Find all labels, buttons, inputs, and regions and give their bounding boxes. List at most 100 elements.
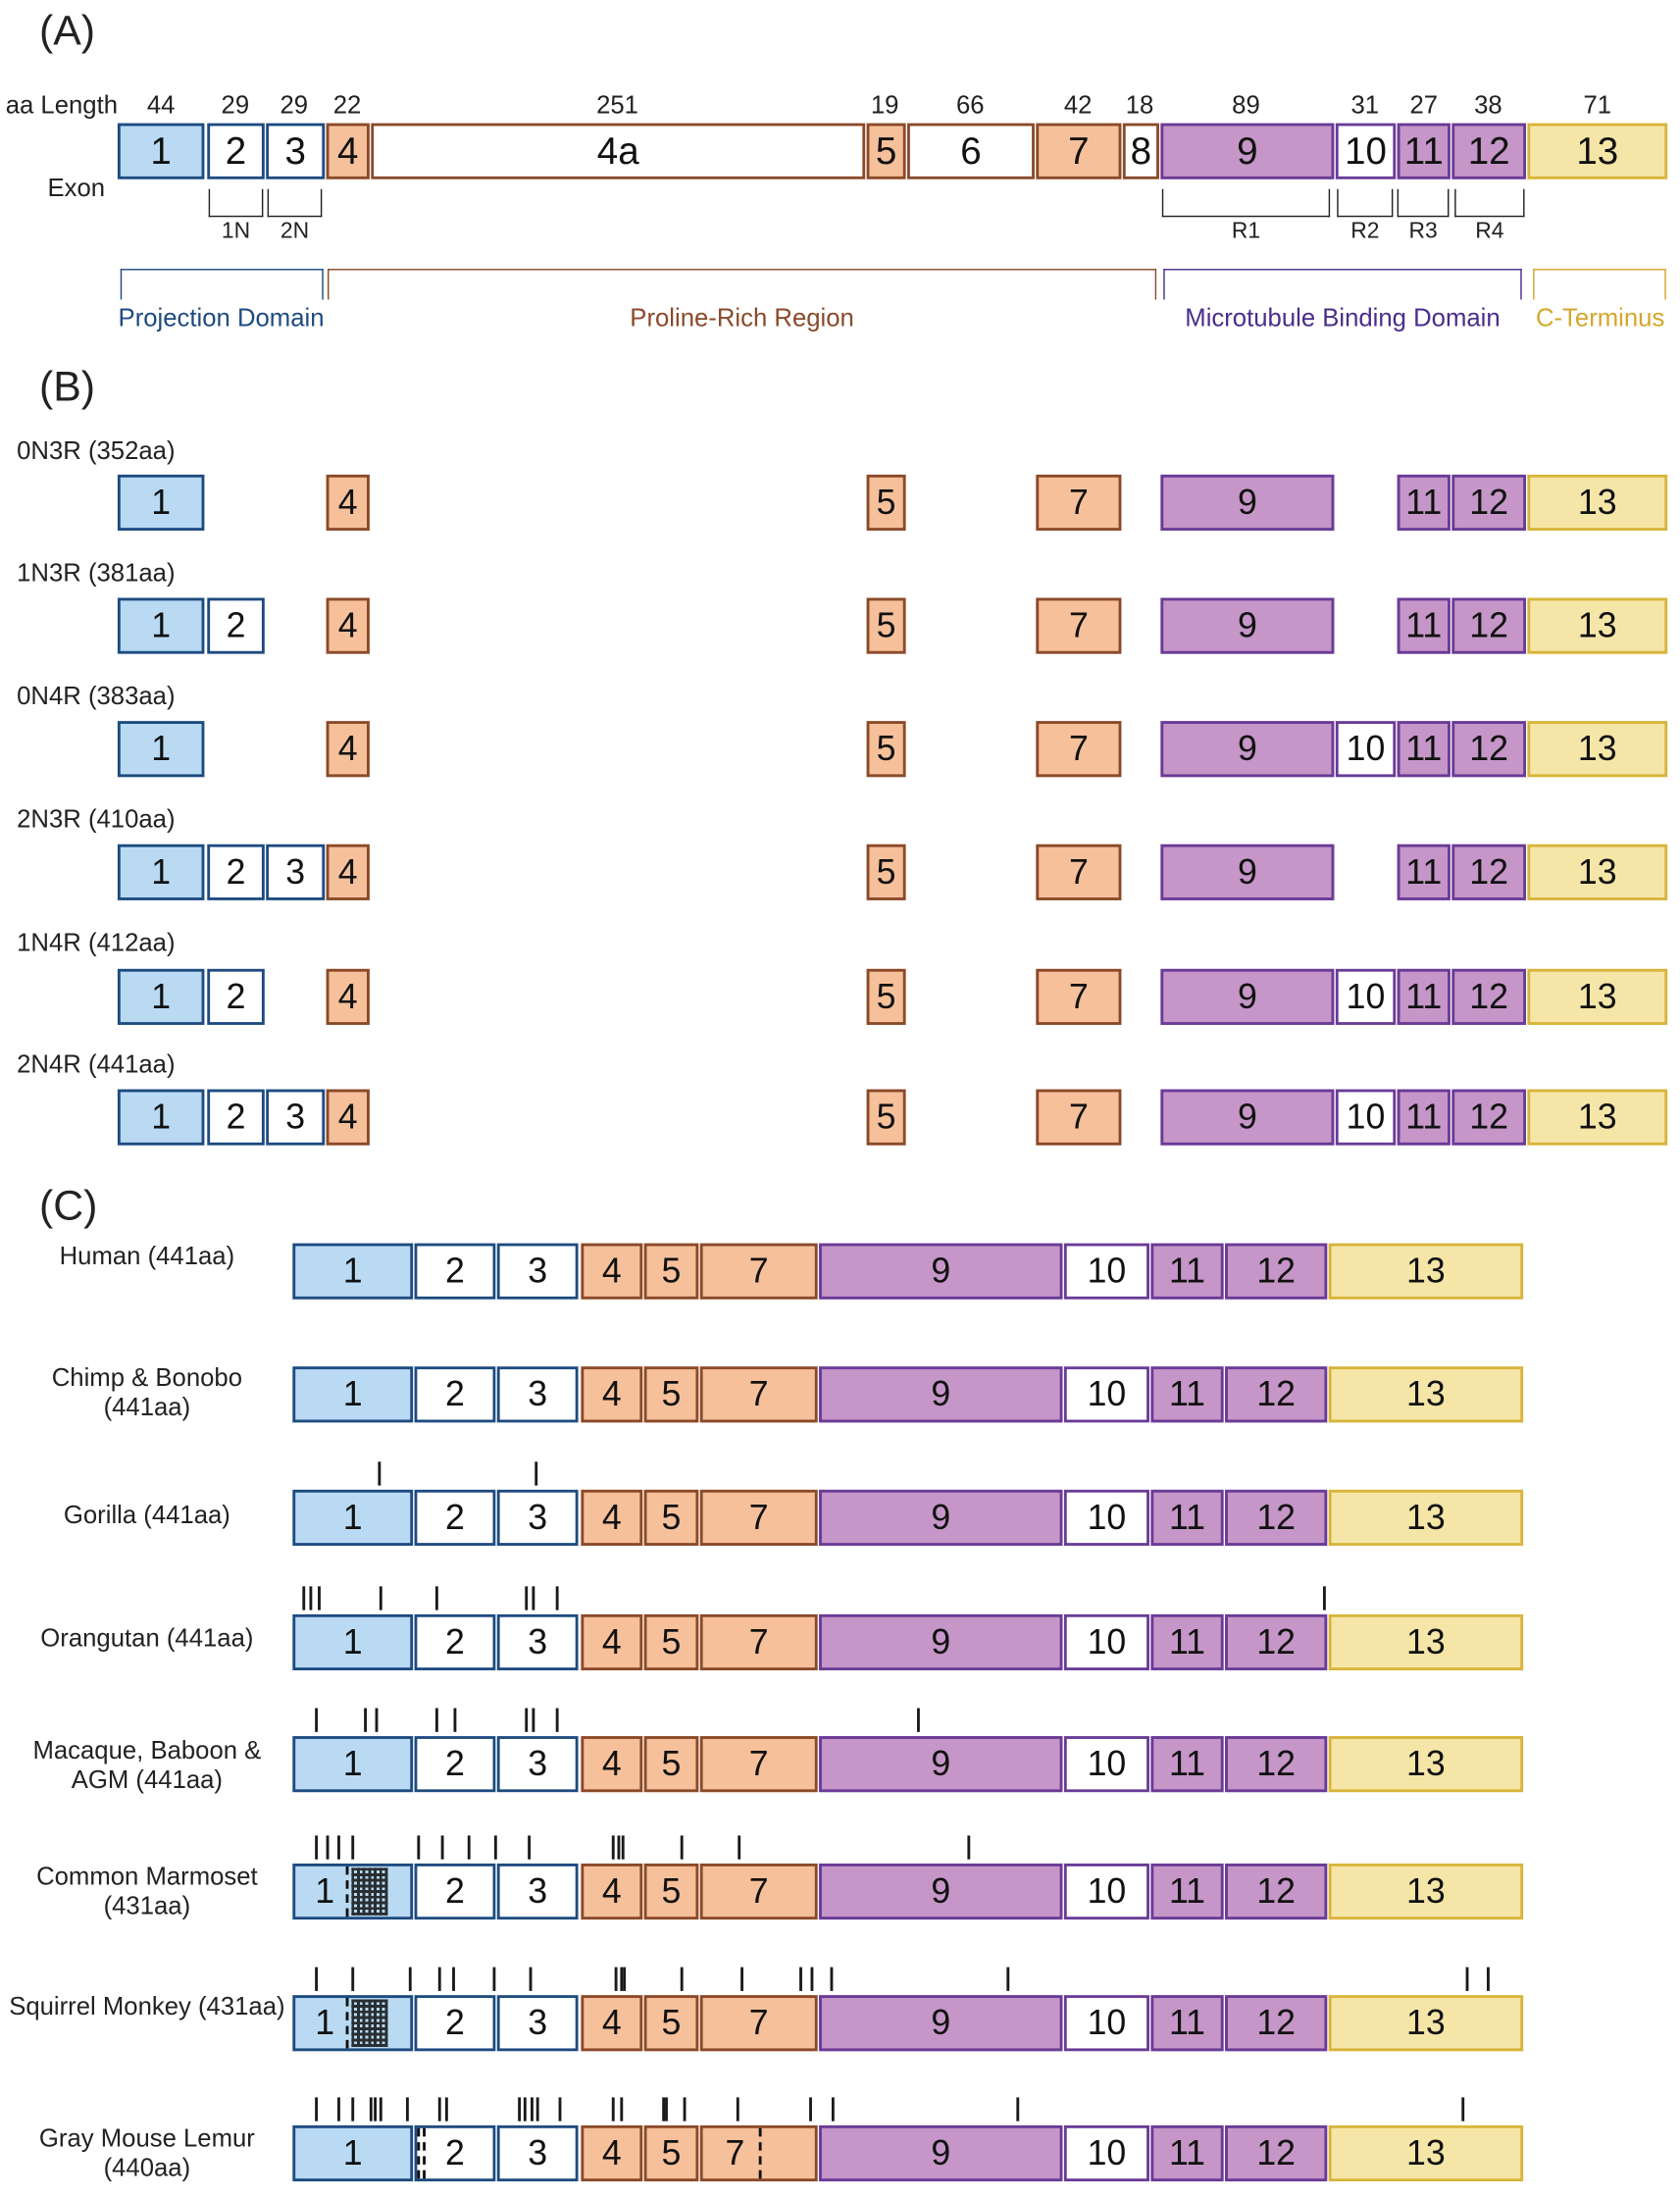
species-exon-12: 12 (1225, 1243, 1328, 1300)
species-exon-12: 12 (1225, 1613, 1328, 1671)
species-exon-12: 12 (1225, 1489, 1328, 1546)
species-exon-3: 3 (496, 1489, 579, 1546)
species-exon-3: 3 (496, 1864, 579, 1920)
isoform-exon-13: 13 (1527, 597, 1668, 654)
isoform-exon-5: 5 (866, 843, 906, 900)
aa-length-exon-9: 89 (1232, 90, 1260, 120)
species-exon-5: 5 (643, 1864, 699, 1920)
exon-9: 9 (1160, 123, 1335, 179)
isoform-exon-12: 12 (1451, 968, 1526, 1025)
species-exon-13: 13 (1328, 1613, 1524, 1671)
species-exon-5: 5 (643, 2124, 699, 2182)
species-exon-2: 2 (414, 1243, 496, 1300)
isoform-exon-13: 13 (1527, 721, 1668, 778)
exon-4a: 4a (371, 123, 866, 179)
species-exon-11: 11 (1150, 1736, 1224, 1793)
aa-length-exon-8: 18 (1125, 90, 1154, 120)
substitution-mark (309, 1586, 313, 1610)
isoform-exon-11: 11 (1397, 597, 1451, 654)
substitution-mark (558, 2097, 562, 2121)
isoform-exon-9: 9 (1160, 1089, 1335, 1146)
isoform-exon-9: 9 (1160, 968, 1335, 1025)
bracket-1n-label: 1N (221, 220, 251, 244)
species-label: Human (441aa) (59, 1242, 235, 1270)
substitution-mark (736, 2097, 739, 2121)
substitution-mark (434, 1586, 438, 1610)
isoform-exon-2: 2 (207, 843, 265, 900)
substitution-mark (1016, 2097, 1020, 2121)
substitution-mark (1322, 1586, 1326, 1610)
substitution-mark (444, 2097, 448, 2121)
isoform-exon-4: 4 (326, 968, 370, 1025)
species-exon-10: 10 (1063, 1366, 1149, 1423)
isoform-exon-11: 11 (1397, 1089, 1451, 1146)
species-exon-10: 10 (1063, 1613, 1149, 1671)
species-exon-10: 10 (1063, 1864, 1149, 1920)
substitution-mark (375, 1708, 379, 1732)
deletion-boundary (423, 2127, 426, 2179)
isoform-exon-11: 11 (1397, 474, 1451, 532)
species-exon-13: 13 (1328, 1995, 1524, 2052)
species-exon-11: 11 (1150, 1489, 1224, 1546)
species-exon-7: 7 (699, 1489, 818, 1546)
bracket-r3-label: R3 (1408, 220, 1438, 244)
species-exon-13: 13 (1328, 1864, 1524, 1920)
species-exon-3: 3 (496, 1366, 579, 1423)
substitution-mark (810, 1967, 814, 1991)
species-exon-5: 5 (643, 1489, 699, 1546)
exon-2: 2 (207, 123, 265, 179)
species-exon-11: 11 (1150, 1864, 1224, 1920)
isoform-exon-5: 5 (866, 474, 906, 532)
exon-5: 5 (866, 123, 906, 179)
species-exon-13: 13 (1328, 1243, 1524, 1300)
substitution-mark (680, 1967, 684, 1991)
substitution-mark (378, 1461, 382, 1486)
c-terminus-bracket (1533, 269, 1666, 300)
isoform-exon-1: 1 (117, 843, 205, 900)
species-exon-5: 5 (643, 1366, 699, 1423)
species-exon-12: 12 (1225, 2124, 1328, 2182)
species-exon-12: 12 (1225, 1366, 1328, 1423)
species-exon-10: 10 (1063, 1489, 1149, 1546)
species-label: Chimp & Bonobo (441aa) (51, 1363, 243, 1421)
isoform-exon-7: 7 (1036, 474, 1122, 532)
isoform-label: 2N3R (410aa) (17, 804, 176, 834)
species-exon-7: 7 (699, 1613, 818, 1671)
exon-3: 3 (266, 123, 326, 179)
species-label: Macaque, Baboon & AGM (441aa) (32, 1736, 262, 1794)
isoform-exon-12: 12 (1451, 721, 1526, 778)
exon-4: 4 (326, 123, 370, 179)
isoform-exon-3: 3 (266, 1089, 326, 1146)
species-exon-11: 11 (1150, 1366, 1224, 1423)
aa-length-label: aa Length (5, 90, 119, 120)
species-exon-4: 4 (581, 1489, 643, 1546)
substitution-mark (492, 1967, 496, 1991)
aa-length-exon-13: 71 (1583, 90, 1612, 120)
species-exon-9: 9 (819, 1736, 1063, 1793)
species-exon-2: 2 (414, 1736, 496, 1793)
substitution-mark (315, 2097, 319, 2121)
substitution-mark (1465, 1967, 1469, 1991)
substitution-mark (434, 1708, 438, 1732)
species-exon-4: 4 (581, 1243, 643, 1300)
substitution-mark (529, 1967, 533, 1991)
substitution-mark (337, 1835, 340, 1860)
isoform-exon-11: 11 (1397, 843, 1451, 900)
isoform-exon-10: 10 (1335, 968, 1397, 1025)
species-exon-3: 3 (496, 1613, 579, 1671)
species-exon-1: 1 (292, 1243, 414, 1300)
isoform-exon-5: 5 (866, 968, 906, 1025)
species-exon-2: 2 (414, 1864, 496, 1920)
substitution-mark (662, 2097, 666, 2121)
bracket-r3 (1397, 188, 1450, 218)
aa-length-exon-1: 44 (146, 90, 176, 120)
bracket-2n-label: 2N (280, 220, 310, 244)
isoform-exon-7: 7 (1036, 968, 1122, 1025)
substitution-mark (555, 1586, 559, 1610)
substitution-mark (374, 2097, 377, 2121)
species-exon-13: 13 (1328, 2124, 1524, 2182)
substitution-mark (408, 1967, 412, 1991)
isoform-exon-11: 11 (1397, 721, 1451, 778)
isoform-exon-7: 7 (1036, 843, 1122, 900)
isoform-exon-12: 12 (1451, 474, 1526, 532)
